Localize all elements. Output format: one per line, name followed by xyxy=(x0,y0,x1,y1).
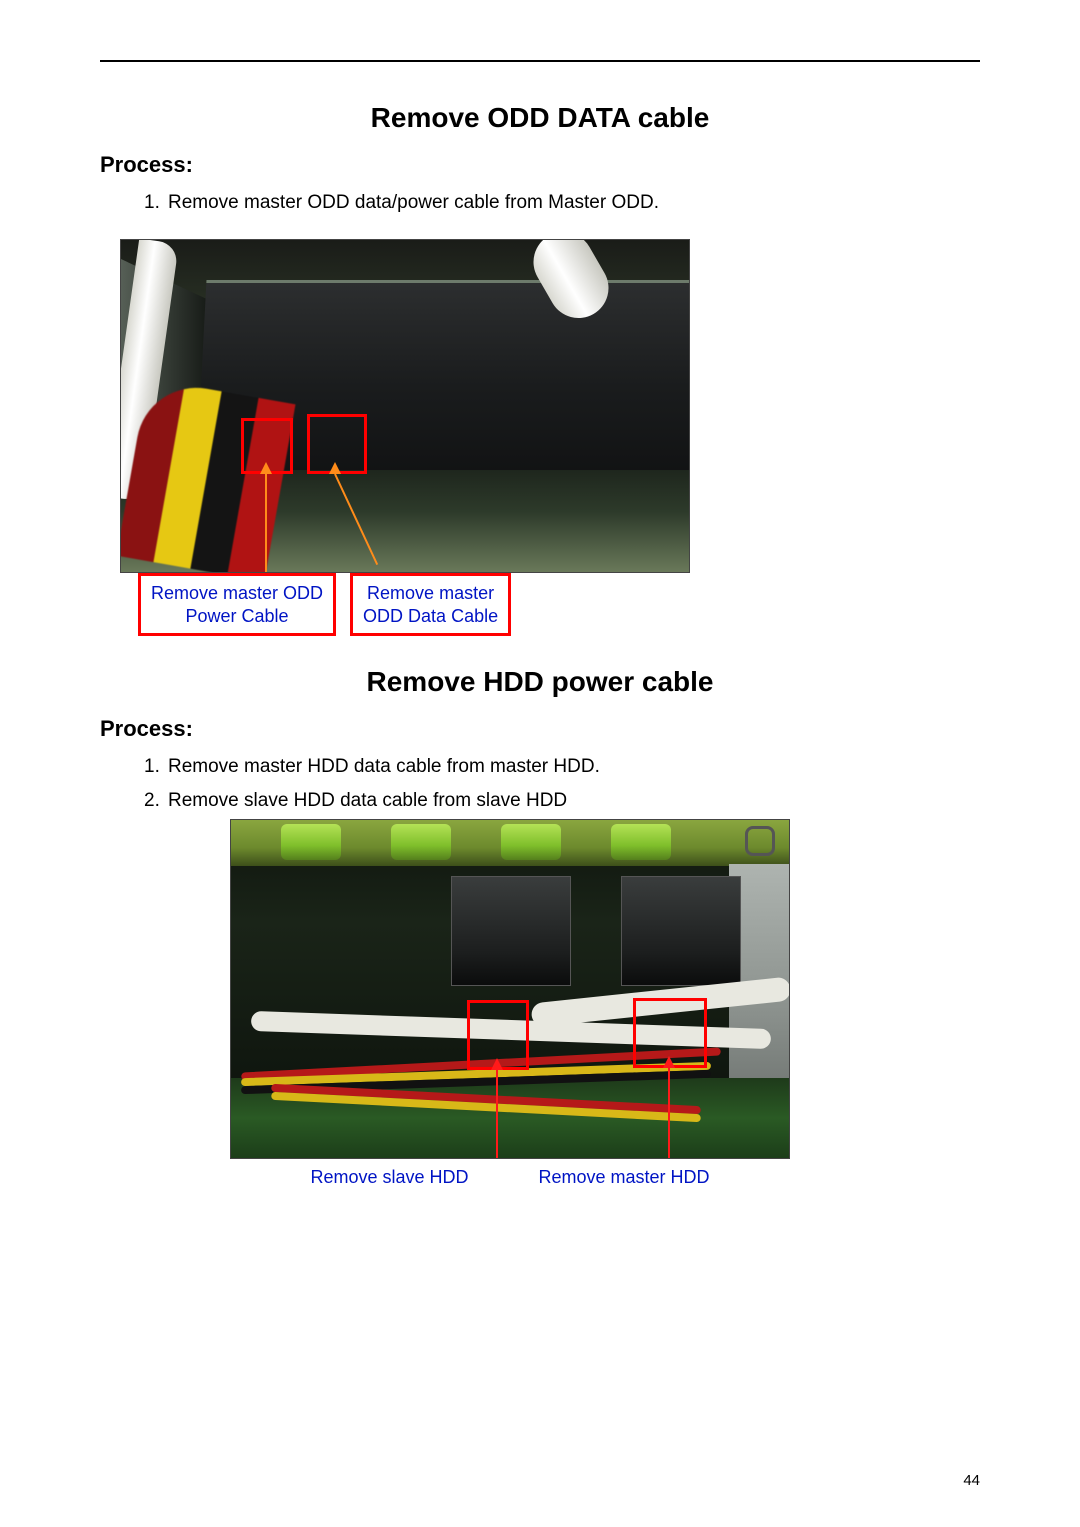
arrow-icon xyxy=(663,1056,675,1068)
step-number: 1. xyxy=(144,752,168,781)
figure2-callouts: Remove slave HDD Remove master HDD xyxy=(220,1167,800,1188)
callout-line: ODD Data Cable xyxy=(363,606,498,626)
callout-line: Remove master xyxy=(367,583,494,603)
callout-text: Remove master HDD xyxy=(539,1167,710,1188)
section1-title: Remove ODD DATA cable xyxy=(100,102,980,134)
section2-process-label: Process: xyxy=(100,716,980,742)
vent-icon xyxy=(745,826,775,856)
section2-title: Remove HDD power cable xyxy=(100,666,980,698)
callout-box: Remove master ODD Data Cable xyxy=(350,573,511,636)
step-number: 2. xyxy=(144,786,168,815)
top-rule xyxy=(100,60,980,62)
callout-box: Remove master ODD Power Cable xyxy=(138,573,336,636)
figure1: Remove master ODD Power Cable Remove mas… xyxy=(120,239,980,636)
section1-process-label: Process: xyxy=(100,152,980,178)
step-text: Remove master HDD data cable from master… xyxy=(168,756,600,777)
section2-steps: 1.Remove master HDD data cable from mast… xyxy=(100,752,980,815)
list-item: 1.Remove master HDD data cable from mast… xyxy=(144,752,980,781)
page-number: 44 xyxy=(963,1472,980,1489)
step-text: Remove slave HDD data cable from slave H… xyxy=(168,790,567,811)
callout-line: Remove master ODD xyxy=(151,583,323,603)
step-number: 1. xyxy=(144,188,168,217)
arrow-line xyxy=(496,1070,498,1159)
arrow-line xyxy=(265,474,267,573)
figure1-image xyxy=(120,239,690,573)
figure2 xyxy=(230,819,980,1159)
list-item: 1.Remove master ODD data/power cable fro… xyxy=(144,188,980,217)
callout-line: Power Cable xyxy=(185,606,288,626)
arrow-icon xyxy=(260,462,272,474)
section1-steps: 1.Remove master ODD data/power cable fro… xyxy=(100,188,980,217)
figure2-image xyxy=(230,819,790,1159)
figure1-callouts: Remove master ODD Power Cable Remove mas… xyxy=(138,573,980,636)
arrow-icon xyxy=(491,1058,503,1070)
callout-text: Remove slave HDD xyxy=(310,1167,468,1188)
arrow-line xyxy=(668,1068,670,1159)
step-text: Remove master ODD data/power cable from … xyxy=(168,192,659,213)
list-item: 2.Remove slave HDD data cable from slave… xyxy=(144,786,980,815)
